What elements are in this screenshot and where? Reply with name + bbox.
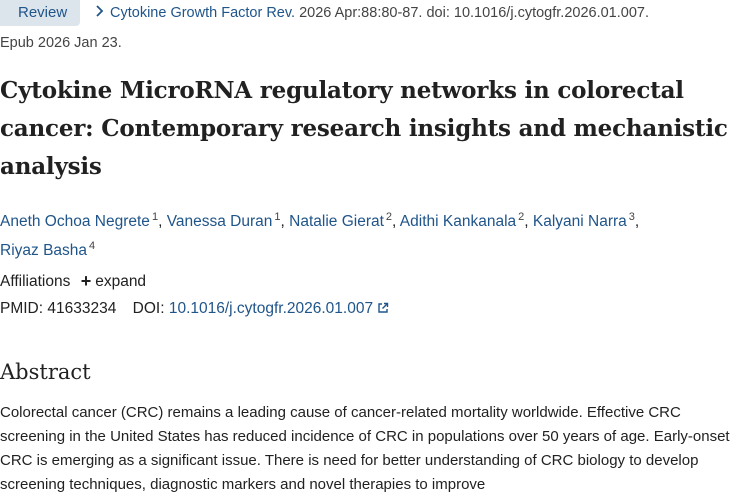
affiliations-label: Affiliations [0, 273, 71, 290]
affiliation-number[interactable]: 4 [89, 240, 96, 252]
affiliation-number[interactable]: 1 [274, 211, 281, 223]
doi-link[interactable]: 10.1016/j.cytogfr.2026.01.007 [169, 300, 389, 317]
identifiers-row: PMID: 41633234 DOI: 10.1016/j.cytogfr.20… [0, 298, 389, 320]
doi-label: DOI: [132, 300, 165, 317]
pmid-label: PMID: [0, 300, 44, 317]
author-link[interactable]: Vanessa Duran [166, 213, 273, 230]
author-list: Aneth Ochoa Negrete 1, Vanessa Duran 1, Na… [0, 211, 640, 259]
affiliation-number[interactable]: 3 [628, 211, 635, 223]
citation-bar: Review Cytokine Growth Factor Rev. 2026 … [0, 0, 750, 28]
article-title: Cytokine MicroRNA regulatory networks in… [0, 77, 728, 180]
plus-icon: + [80, 271, 92, 291]
affiliation-number[interactable]: 1 [151, 211, 159, 223]
external-link-icon [378, 302, 389, 313]
chevron-right-icon [96, 5, 104, 17]
citation-details: 2026 Apr:88:80-87. doi: 10.1016/j.cytogf… [295, 5, 649, 21]
affiliations-row: Affiliations + expand [0, 270, 146, 293]
affiliation-number[interactable]: 2 [385, 211, 393, 223]
author-link[interactable]: Adithi Kankanala [399, 213, 517, 230]
author-link[interactable]: Riyaz Basha [0, 242, 88, 259]
affiliation-number[interactable]: 2 [518, 211, 525, 223]
author-link[interactable]: Natalie Gierat [289, 213, 384, 230]
author-link[interactable]: Aneth Ochoa Negrete [0, 213, 150, 230]
journal-link[interactable]: Cytokine Growth Factor Rev. [110, 5, 296, 21]
citation-line: Cytokine Growth Factor Rev. 2026 Apr:88:… [92, 3, 649, 23]
expand-affiliations-button[interactable]: + expand [80, 271, 147, 291]
doi-value: 10.1016/j.cytogfr.2026.01.007 [168, 300, 374, 317]
review-badge: Review [0, 0, 80, 26]
abstract-text: Colorectal cancer (CRC) remains a leadin… [0, 404, 730, 493]
expand-label: expand [95, 273, 147, 290]
author-link[interactable]: Kalyani Narra [532, 213, 627, 230]
abstract-heading: Abstract [0, 360, 91, 384]
pmid-value: 41633234 [47, 300, 117, 317]
epub-date: Epub 2026 Jan 23. [0, 35, 122, 51]
